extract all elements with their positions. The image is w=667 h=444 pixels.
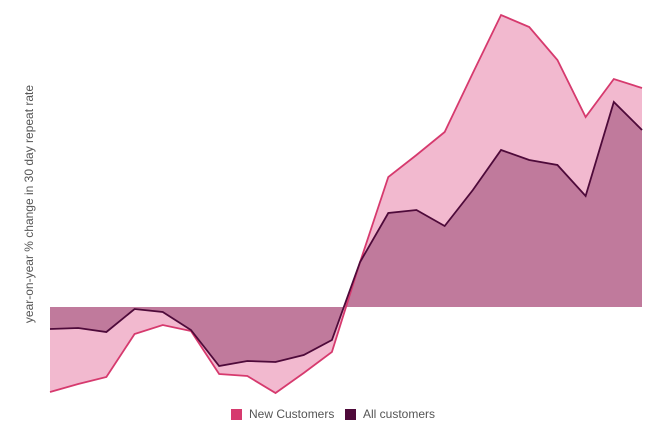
legend-label: New Customers — [249, 407, 334, 421]
legend-swatch — [231, 409, 242, 420]
area-fill — [50, 102, 642, 366]
legend-swatch — [345, 409, 356, 420]
y-axis-label: year-on-year % change in 30 day repeat r… — [22, 85, 36, 323]
legend-label: All customers — [363, 407, 435, 421]
area-line — [49, 100, 643, 367]
area-line — [49, 13, 643, 395]
